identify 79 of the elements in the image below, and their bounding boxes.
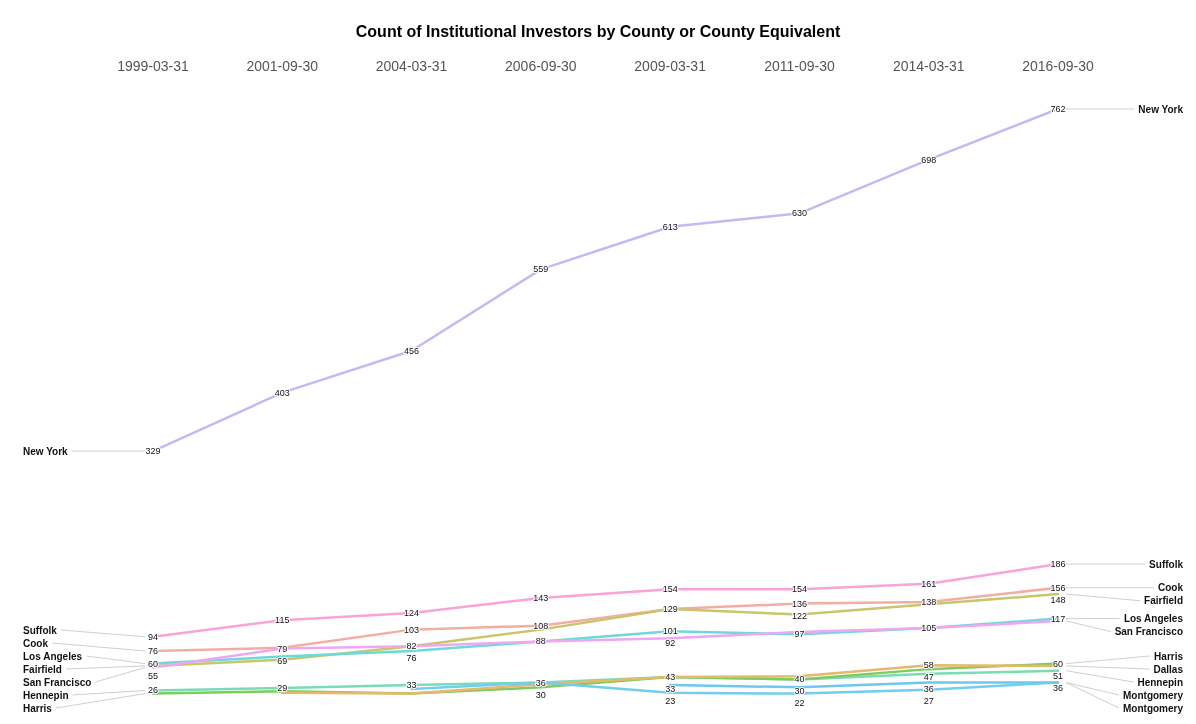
data-label: 115: [275, 615, 290, 626]
data-label: 105: [921, 623, 937, 634]
x-tick-label: 2016-09-30: [1022, 58, 1095, 74]
x-tick-label: 2001-09-30: [246, 58, 319, 74]
text: San Francisco: [23, 676, 92, 688]
data-label: 29: [277, 683, 288, 694]
data-label: 76: [147, 645, 159, 656]
data-label: 403: [274, 387, 290, 398]
text: Montgomery: [1123, 702, 1184, 714]
data-label: 97: [794, 629, 805, 640]
x-tick-label: 1999-03-31: [117, 58, 190, 74]
data-label: 27: [923, 696, 934, 707]
text: Suffolk: [23, 624, 57, 636]
data-label: 22: [794, 698, 805, 709]
text: Dallas: [1153, 663, 1184, 675]
data-label: 186: [1050, 559, 1066, 570]
data-label: 108: [533, 620, 549, 631]
text: Los Angeles: [1123, 613, 1184, 625]
data-label: 55: [147, 670, 159, 681]
text: Hennepin: [1137, 676, 1183, 688]
data-label: 43: [665, 672, 676, 683]
data-label: 762: [1050, 104, 1066, 114]
data-label: 26: [147, 685, 159, 696]
data-label: 698: [921, 154, 937, 165]
data-label: 329: [145, 446, 161, 457]
data-label: 630: [791, 208, 807, 219]
data-label: 103: [404, 624, 420, 635]
x-tick-label: 2006-09-30: [505, 58, 577, 74]
text: New York: [23, 445, 68, 457]
text: New York: [1138, 103, 1184, 115]
data-label: 101: [662, 626, 678, 637]
data-label: 58: [923, 660, 934, 671]
data-label: 51: [1052, 670, 1064, 681]
data-label: 154: [791, 584, 807, 595]
data-label: 559: [533, 264, 549, 275]
data-label: 92: [665, 638, 676, 649]
data-label: 82: [406, 641, 417, 652]
data-label: 138: [921, 596, 937, 607]
data-label: 122: [791, 610, 807, 621]
data-label: 33: [665, 684, 676, 695]
data-label: 94: [147, 631, 159, 642]
data-label: 136: [791, 598, 807, 609]
data-label: 30: [535, 689, 546, 700]
x-tick-label: 2009-03-31: [634, 58, 707, 74]
text: Hennepin: [23, 689, 69, 701]
data-label: 76: [406, 653, 417, 664]
data-label: 117: [1050, 613, 1066, 624]
text: Harris: [1154, 650, 1184, 662]
data-label: 69: [277, 655, 288, 666]
data-label: 456: [404, 345, 420, 356]
data-label: 156: [1050, 582, 1066, 593]
data-label: 161: [921, 578, 937, 589]
text: Harris: [23, 702, 52, 714]
data-label: 47: [923, 672, 934, 683]
x-tick-label: 2014-03-31: [892, 58, 965, 74]
data-label: 33: [406, 679, 417, 690]
data-label: 124: [404, 608, 420, 619]
text: Fairfield: [1144, 595, 1183, 607]
text: Fairfield: [23, 663, 62, 675]
data-label: 148: [1050, 594, 1066, 605]
data-label: 36: [1052, 682, 1064, 693]
data-label: 129: [662, 604, 678, 615]
text: Montgomery: [1123, 689, 1184, 701]
x-tick-label: 2011-09-30: [764, 58, 835, 74]
data-label: 60: [1052, 658, 1064, 669]
text: Cook: [23, 637, 48, 649]
data-label: 36: [923, 684, 934, 695]
x-tick-label: 2004-03-31: [375, 58, 448, 74]
text: Cook: [1158, 582, 1184, 594]
data-label: 88: [535, 636, 546, 647]
data-label: 23: [665, 696, 676, 707]
data-label: 143: [533, 593, 549, 604]
chart-title: Count of Institutional Investors by County or County Equivalent: [355, 22, 841, 40]
text: San Francisco: [1114, 626, 1183, 638]
text: Suffolk: [1149, 558, 1184, 570]
data-label: 613: [662, 221, 678, 232]
text: Los Angeles: [23, 650, 83, 662]
data-label: 154: [662, 584, 678, 595]
data-label: 79: [277, 643, 288, 654]
